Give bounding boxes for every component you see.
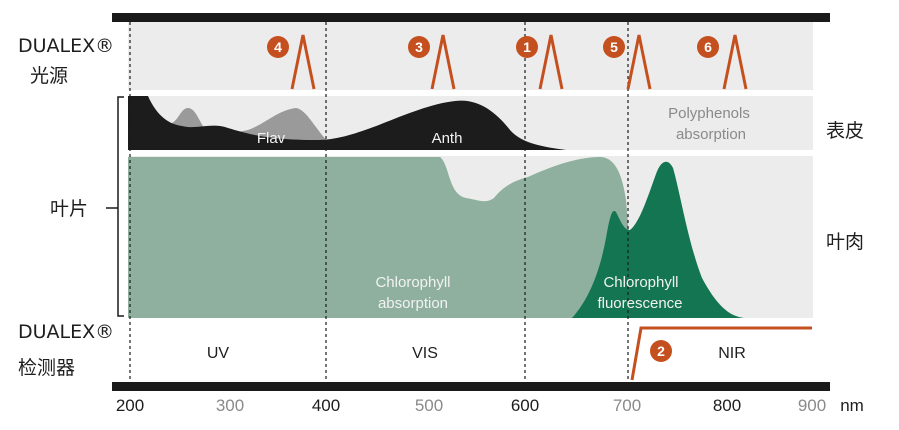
led-peak-4 <box>290 34 316 90</box>
epidermis-label: 表皮 <box>826 120 864 142</box>
led-peak-5 <box>626 34 652 90</box>
badge-6-number: 6 <box>704 39 712 55</box>
badge-5-number: 5 <box>610 39 618 55</box>
badge-2 <box>650 340 672 362</box>
led-badges <box>267 36 719 362</box>
chl-absorption-label-line2: absorption <box>378 295 448 312</box>
band-vis: VIS <box>412 345 438 362</box>
detector-label: 检测器 <box>18 357 75 379</box>
chlorophyll-absorption-curve <box>128 157 634 318</box>
led-peak-1 <box>538 34 564 90</box>
anth-absorption-curve <box>128 96 566 150</box>
tick-300: 300 <box>216 396 244 415</box>
bottom-bar <box>112 382 830 391</box>
axis-unit: nm <box>840 396 864 415</box>
badge-1 <box>516 36 538 58</box>
badge-1-number: 1 <box>523 39 531 55</box>
tick-200: 200 <box>116 396 144 415</box>
badge-6 <box>697 36 719 58</box>
tick-900: 900 <box>798 396 826 415</box>
tick-400: 400 <box>312 396 340 415</box>
light-source-brand: DUALEX® <box>18 35 114 57</box>
anth-label: Anth <box>432 130 463 147</box>
badge-3 <box>408 36 430 58</box>
leaf-label: 叶片 <box>50 198 88 220</box>
led-peak-6 <box>722 34 748 90</box>
badge-4-number: 4 <box>274 39 282 55</box>
chl-absorption-label-line1: Chlorophyll <box>375 274 450 291</box>
chlorophyll-fluorescence-curve <box>572 161 744 318</box>
tick-500: 500 <box>415 396 443 415</box>
badge-5 <box>603 36 625 58</box>
band-nir: NIR <box>718 345 746 362</box>
light-source-panel <box>128 22 813 90</box>
mesophyll-label: 叶肉 <box>826 231 864 253</box>
light-source-label: 光源 <box>30 65 68 87</box>
detector-response-curve <box>630 326 812 381</box>
detector-brand: DUALEX® <box>18 321 114 343</box>
flav-label: Flav <box>257 130 286 147</box>
led-peaks <box>290 34 748 90</box>
band-uv: UV <box>207 345 230 362</box>
badge-2-number: 2 <box>657 343 665 359</box>
polyphenols-label-line2: absorption <box>676 126 746 143</box>
leaf-bracket <box>106 96 124 317</box>
tick-700: 700 <box>613 396 641 415</box>
led-peak-3 <box>430 34 456 90</box>
tick-800: 800 <box>713 396 741 415</box>
chl-fluorescence-label-line2: fluorescence <box>597 295 682 312</box>
polyphenols-label-line1: Polyphenols <box>668 105 750 122</box>
top-bar <box>112 13 830 22</box>
badge-4 <box>267 36 289 58</box>
tick-600: 600 <box>511 396 539 415</box>
badge-3-number: 3 <box>415 39 423 55</box>
chl-fluorescence-label-line1: Chlorophyll <box>603 274 678 291</box>
